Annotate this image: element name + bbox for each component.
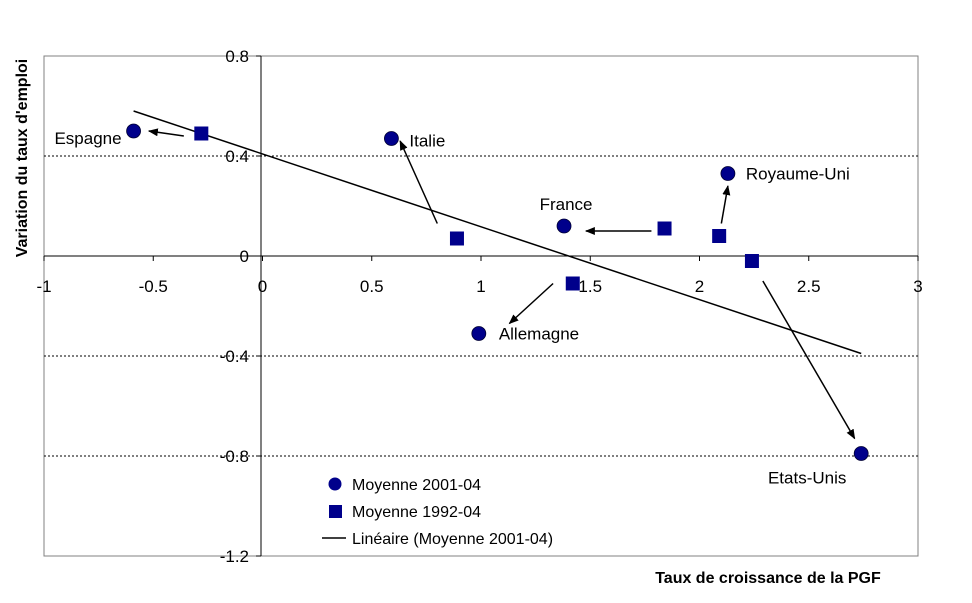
square-marker-royaume-uni bbox=[712, 229, 727, 243]
square-marker-allemagne bbox=[565, 276, 580, 291]
label-espagne: Espagne bbox=[54, 129, 121, 148]
legend: Moyenne 2001-04 Moyenne 1992-04 Linéaire… bbox=[322, 477, 553, 548]
legend-circle-marker bbox=[328, 477, 342, 491]
square-marker-espagne bbox=[194, 126, 209, 141]
circle-marker-italie bbox=[384, 131, 399, 146]
arrow-royaume-uni bbox=[720, 185, 731, 224]
y-tick-label-3: -0.4 bbox=[220, 347, 249, 366]
circle-marker-france bbox=[556, 218, 572, 234]
x-axis-title: Taux de croissance de la PGF bbox=[655, 570, 881, 587]
legend-label-1992-04: Moyenne 1992-04 bbox=[352, 504, 481, 521]
arrows-group bbox=[147, 128, 856, 440]
y-tick-label-0: 0.8 bbox=[225, 47, 249, 66]
plot-area bbox=[43, 55, 919, 557]
x-tick-label-6: 2 bbox=[695, 277, 704, 296]
x-tick-label-8: 3 bbox=[913, 277, 922, 296]
trendline bbox=[133, 110, 862, 355]
label-italie: Italie bbox=[409, 132, 445, 151]
circle-marker-royaume-uni bbox=[720, 166, 736, 181]
label-royaume-uni: Royaume-Uni bbox=[746, 165, 850, 184]
legend-label-2001-04: Moyenne 2001-04 bbox=[352, 477, 481, 494]
arrow-espagne bbox=[147, 128, 184, 137]
label-france: France bbox=[540, 195, 593, 214]
arrow-italie bbox=[399, 140, 438, 224]
circle-marker-espagne bbox=[126, 123, 141, 139]
square-marker-italie bbox=[449, 231, 464, 246]
label-allemagne: Allemagne bbox=[499, 325, 579, 344]
y-tick-label-1: 0.4 bbox=[225, 147, 249, 166]
y-tick-label-5: -1.2 bbox=[220, 547, 249, 566]
x-tick-label-4: 1 bbox=[476, 277, 485, 296]
x-tick-label-5: 1.5 bbox=[578, 277, 602, 296]
point-labels-group: Espagne Italie France Royaume-Uni Allemagne E… bbox=[54, 129, 849, 488]
circle-marker-allemagne bbox=[471, 326, 487, 341]
legend-label-lineaire: Linéaire (Moyenne 2001-04) bbox=[352, 531, 553, 548]
square-marker-france bbox=[657, 221, 672, 236]
arrow-allemagne bbox=[508, 282, 554, 325]
x-tick-label-7: 2.5 bbox=[797, 277, 821, 296]
legend-square-marker bbox=[329, 505, 342, 518]
x-tick-label-1: -0.5 bbox=[139, 277, 168, 296]
y-tick-label-4: -0.8 bbox=[220, 447, 249, 466]
square-marker-etats-unis bbox=[744, 254, 759, 268]
gridlines bbox=[44, 155, 918, 457]
label-etats-unis: Etats-Unis bbox=[768, 469, 846, 488]
y-axis-title: Variation du taux d'emploi bbox=[14, 59, 31, 258]
x-tick-label-2: 0 bbox=[258, 277, 267, 296]
trendline-group bbox=[133, 110, 862, 355]
y-tick-label-2: 0 bbox=[240, 247, 249, 266]
axes: -1 -0.5 0 0.5 1 1.5 2 2.5 3 0.8 0.4 0 -0.4 -0.8 -1.2 bbox=[36, 47, 922, 566]
x-tick-label-3: 0.5 bbox=[360, 277, 384, 296]
x-tick-label-0: -1 bbox=[36, 277, 51, 296]
markers-group bbox=[126, 123, 869, 461]
arrow-etats-unis bbox=[762, 280, 856, 440]
circle-marker-etats-unis bbox=[853, 446, 869, 461]
